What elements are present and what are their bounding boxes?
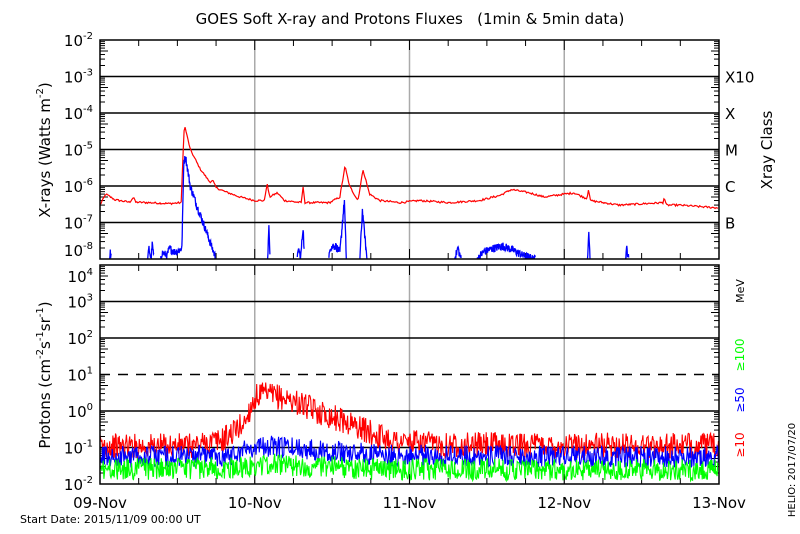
series-short-0-5-4-segment: [296, 230, 305, 259]
y-tick-label: 10-2: [64, 475, 93, 494]
proton-y-label: Protons (cm-2s-1sr-1): [35, 301, 54, 448]
series-short-0-5-4-segment: [147, 241, 155, 259]
xray-class-c: C: [725, 178, 735, 196]
y-tick-label: 10-5: [64, 141, 93, 160]
plot-frame: [99, 264, 720, 485]
xray-class-x: X: [725, 105, 735, 123]
y-tick-label: 104: [68, 267, 93, 286]
xray-class-b: B: [725, 215, 735, 233]
y-tick-label: 10-1: [64, 439, 93, 458]
legend-ge100: ≥100: [733, 339, 747, 372]
y-tick-label: 103: [68, 293, 93, 312]
y-tick-label: 10-2: [64, 31, 93, 50]
y-tick-label: 10-7: [64, 214, 93, 233]
y-tick-label: 10-6: [64, 177, 93, 196]
series-short-0-5-4-segment: [328, 199, 347, 259]
y-tick-label: 10-8: [64, 241, 93, 260]
xray-y-label: X-rays (Watts m-2): [35, 82, 54, 217]
series-short-0-5-4-segment: [586, 231, 591, 259]
x-tick-label: 10-Nov: [228, 494, 282, 512]
helio-date: HELIO: 2017/07/20: [787, 423, 798, 517]
series-short-0-5-4-segment: [359, 208, 368, 259]
series-long-1-8-line: [100, 127, 719, 210]
proton-panel: 104 103 102 101 100 10-1 10-2: [64, 264, 720, 494]
plot-frame: [99, 39, 720, 260]
series-group: [100, 382, 719, 483]
series-short-0-5-4-segment: [624, 245, 630, 259]
xray-panel: 10-2 10-3 10-4 10-5 10-6 10-7 10-8 X10 X MC B: [64, 31, 754, 260]
x-tick-labels: 09-Nov 10-Nov 11-Nov 12-Nov 13-Nov: [73, 494, 746, 512]
xray-class-label: Xray Class: [758, 110, 776, 189]
x-tick-label: 11-Nov: [383, 494, 437, 512]
y-tick-label: 10-3: [64, 68, 93, 87]
series-short-0-5-4-segment: [266, 225, 271, 259]
series-100-line: [100, 453, 719, 483]
series-short-0-5-4-segment: [109, 249, 112, 259]
series-short-0-5-4-segment: [159, 155, 216, 259]
legend-ge50: ≥50: [733, 387, 747, 412]
series-short-0-5-4-segment: [453, 245, 462, 259]
x-tick-label: 12-Nov: [537, 494, 591, 512]
start-date: Start Date: 2015/11/09 00:00 UT: [20, 513, 201, 526]
xray-class-m: M: [725, 142, 738, 160]
series-short-0-5-4-segment: [476, 242, 536, 259]
chart-title: GOES Soft X-ray and Protons Fluxes (1min…: [196, 10, 625, 28]
y-tick-label: 10-4: [64, 104, 93, 123]
legend-ge10: ≥10: [733, 432, 747, 457]
y-tick-label: 101: [68, 366, 93, 385]
x-tick-label: 13-Nov: [692, 494, 746, 512]
y-tick-label: 100: [68, 402, 93, 421]
mev-label: MeV: [734, 279, 747, 303]
xray-class-x10: X10: [725, 69, 754, 87]
y-tick-label: 102: [68, 329, 93, 348]
x-tick-label: 09-Nov: [73, 494, 127, 512]
